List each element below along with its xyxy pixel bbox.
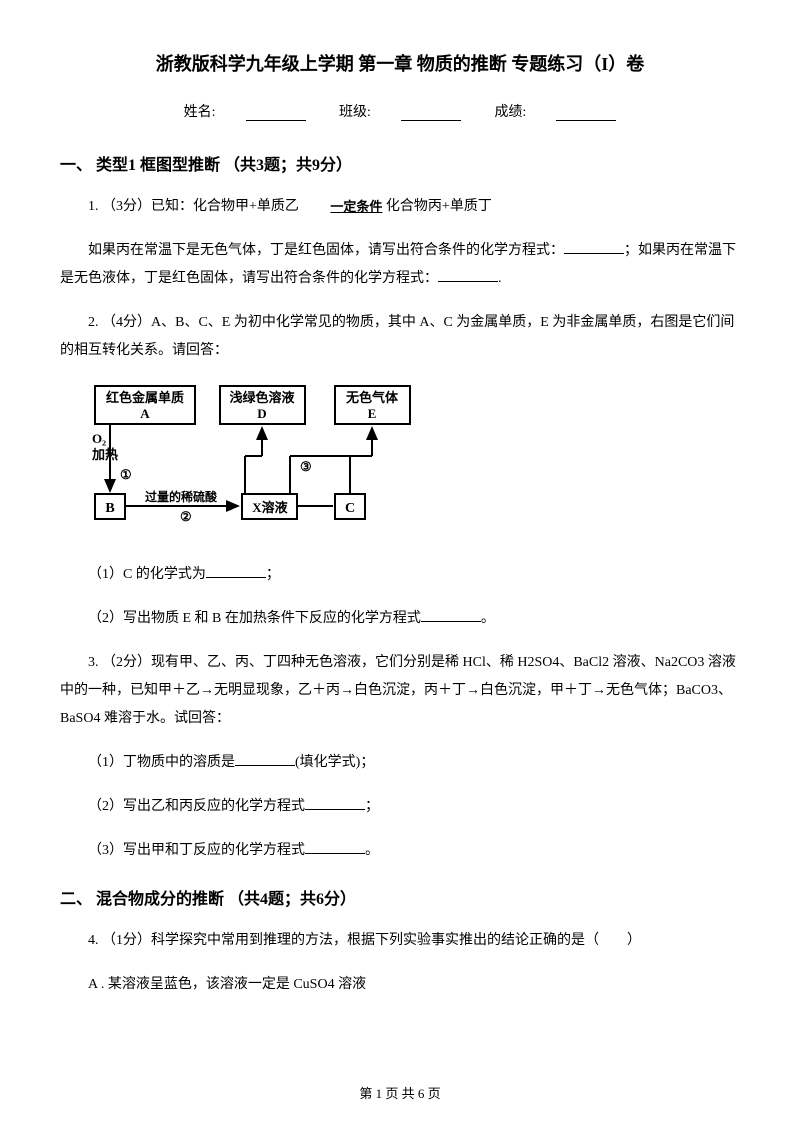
box-d-sub: D — [257, 406, 266, 421]
box-e-text: 无色气体 — [345, 390, 399, 405]
flowchart-svg: 红色金属单质 A 浅绿色溶液 D 无色气体 E O₂ 加热 ① B 过量的稀硫酸… — [90, 381, 430, 536]
name-blank[interactable] — [246, 105, 306, 121]
q3-sub2-end: ； — [365, 799, 379, 814]
q3-sub1: （1）丁物质中的溶质是 (填化学式)； — [60, 749, 740, 777]
q3-sub1-text: （1）丁物质中的溶质是 — [88, 755, 235, 770]
q2-sub1-end: ； — [266, 567, 280, 582]
q2-sub2-end: 。 — [481, 611, 495, 626]
question-3: 3. （2分）现有甲、乙、丙、丁四种无色溶液，它们分别是稀 HCl、稀 H2SO… — [60, 649, 740, 733]
class-blank[interactable] — [401, 105, 461, 121]
q2-sub1: （1）C 的化学式为 ； — [60, 561, 740, 589]
q3-sub2: （2）写出乙和丙反应的化学方程式 ； — [60, 793, 740, 821]
q1-blank1[interactable] — [564, 240, 624, 254]
section1-header: 一、 类型1 框图型推断 （共3题；共9分） — [60, 151, 740, 175]
label-heat: 加热 — [91, 447, 118, 462]
q1-body3: . — [498, 271, 502, 286]
q3-sub1-mid: (填化学式)； — [295, 755, 374, 770]
label-3: ③ — [300, 459, 312, 474]
q3-sub3-end: 。 — [365, 843, 379, 858]
student-info: 姓名: 班级: 成绩: — [60, 101, 740, 121]
section2-header: 二、 混合物成分的推断 （共4题；共6分） — [60, 885, 740, 909]
q1-suffix: 化合物丙+单质丁 — [386, 199, 492, 214]
box-a-text: 红色金属单质 — [106, 390, 184, 405]
box-e-sub: E — [368, 406, 377, 421]
name-label: 姓名: — [184, 105, 216, 120]
q2-sub2: （2）写出物质 E 和 B 在加热条件下反应的化学方程式 。 — [60, 605, 740, 633]
question-1-body: 如果丙在常温下是无色气体，丁是红色固体，请写出符合条件的化学方程式：；如果丙在常… — [60, 237, 740, 293]
label-1: ① — [120, 467, 132, 482]
question-4: 4. （1分）科学探究中常用到推理的方法，根据下列实验事实推出的结论正确的是（ … — [60, 927, 740, 955]
q1-prefix: 1. （3分）已知：化合物甲+单质乙 — [88, 199, 302, 214]
q1-body1: 如果丙在常温下是无色气体，丁是红色固体，请写出符合条件的化学方程式： — [88, 243, 564, 258]
q2-sub1-text: （1）C 的化学式为 — [88, 567, 206, 582]
score-blank[interactable] — [556, 105, 616, 121]
q2-sub1-blank[interactable] — [206, 564, 266, 578]
q3-sub3-blank[interactable] — [305, 840, 365, 854]
box-d-text: 浅绿色溶液 — [229, 390, 294, 405]
page-title: 浙教版科学九年级上学期 第一章 物质的推断 专题练习（I）卷 — [60, 50, 740, 76]
q1-blank2[interactable] — [438, 268, 498, 282]
q3-sub3-text: （3）写出甲和丁反应的化学方程式 — [88, 843, 305, 858]
score-label: 成绩: — [494, 105, 526, 120]
q3-sub3: （3）写出甲和丁反应的化学方程式 。 — [60, 837, 740, 865]
q2-sub2-text: （2）写出物质 E 和 B 在加热条件下反应的化学方程式 — [88, 611, 421, 626]
box-x-text: X溶液 — [252, 500, 287, 515]
question-2: 2. （4分）A、B、C、E 为初中化学常见的物质，其中 A、C 为金属单质，E… — [60, 309, 740, 365]
q2-diagram: 红色金属单质 A 浅绿色溶液 D 无色气体 E O₂ 加热 ① B 过量的稀硫酸… — [90, 381, 740, 541]
q2-sub2-blank[interactable] — [421, 608, 481, 622]
q4-option-a: A . 某溶液呈蓝色，该溶液一定是 CuSO4 溶液 — [60, 971, 740, 999]
box-c-text: C — [345, 501, 355, 516]
question-1: 1. （3分）已知：化合物甲+单质乙 一定条件 化合物丙+单质丁 — [60, 193, 740, 221]
q3-sub1-blank[interactable] — [235, 752, 295, 766]
label-2: ② — [180, 509, 192, 524]
class-label: 班级: — [339, 105, 371, 120]
page-footer: 第 1 页 共 6 页 — [0, 1083, 800, 1102]
q1-condition: 一定条件 — [302, 194, 382, 220]
q3-sub2-text: （2）写出乙和丙反应的化学方程式 — [88, 799, 305, 814]
label-acid: 过量的稀硫酸 — [145, 489, 218, 504]
box-b-text: B — [105, 501, 114, 516]
label-o2: O₂ — [92, 431, 106, 446]
q3-sub2-blank[interactable] — [305, 796, 365, 810]
box-a-sub: A — [140, 406, 150, 421]
